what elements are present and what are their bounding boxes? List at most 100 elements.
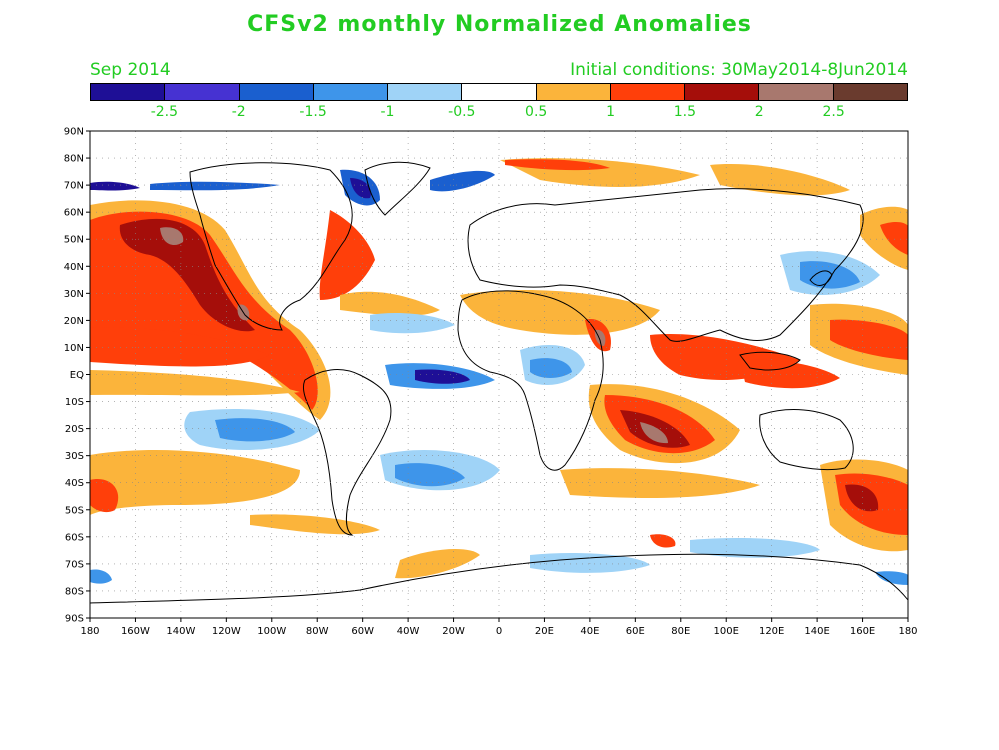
- longitude-label: 60E: [626, 626, 645, 637]
- color-swatch: [536, 84, 611, 100]
- latitude-label: 40N: [64, 262, 84, 273]
- anomaly-region: [710, 164, 850, 196]
- anomaly-region: [415, 369, 470, 384]
- color-scale-label: 1: [606, 104, 615, 120]
- anomaly-region: [319, 210, 375, 300]
- anomaly-region: [90, 450, 300, 515]
- color-swatch: [759, 84, 834, 100]
- map-title: CFSv2 monthly Normalized Anomalies: [247, 12, 752, 37]
- color-scale-label: -1: [380, 104, 395, 120]
- anomaly-region: [119, 218, 255, 332]
- anomaly-field: [90, 158, 908, 585]
- latitude-label: 10N: [64, 343, 84, 354]
- latitude-label: 80S: [65, 586, 84, 597]
- color-swatch: [239, 84, 314, 100]
- anomaly-region: [460, 290, 660, 335]
- latitude-label: 10S: [65, 397, 84, 408]
- anomaly-region: [370, 313, 455, 334]
- latitude-label: 70S: [65, 559, 84, 570]
- longitude-label: 140W: [166, 626, 195, 637]
- longitude-label: 80E: [671, 626, 690, 637]
- anomaly-region: [830, 319, 908, 360]
- anomaly-region: [690, 538, 820, 558]
- color-swatch: [833, 84, 907, 100]
- longitude-label: 120W: [212, 626, 241, 637]
- color-scale-label: -2: [231, 104, 246, 120]
- anomaly-region: [880, 222, 908, 255]
- latitude-label: 50S: [65, 505, 84, 516]
- longitude-label: 140E: [804, 626, 829, 637]
- latitude-label: 70N: [64, 181, 84, 192]
- longitude-label: 60W: [351, 626, 374, 637]
- color-scale-label: -2.5: [150, 104, 179, 120]
- latitude-label: 30N: [64, 289, 84, 300]
- anomaly-region: [395, 548, 480, 579]
- anomaly-region: [150, 181, 280, 191]
- anomaly-region: [160, 227, 184, 246]
- latitude-label: 60N: [64, 208, 84, 219]
- anomaly-region: [800, 261, 860, 289]
- color-swatch: [610, 84, 686, 100]
- latitude-label: 50N: [64, 235, 84, 246]
- latitude-label: 90S: [65, 614, 84, 625]
- latitude-label: 80N: [64, 154, 84, 165]
- forecast-month: Sep 2014: [90, 60, 171, 80]
- anomaly-region: [875, 571, 908, 585]
- axis-ticks: [86, 130, 909, 622]
- color-scale-label: -0.5: [448, 104, 476, 120]
- color-scale-bar: [90, 83, 908, 101]
- anomaly-region: [845, 484, 879, 512]
- color-scale-label: 0.5: [525, 104, 548, 120]
- grid-lines: [90, 131, 908, 618]
- anomaly-region: [395, 463, 465, 487]
- latitude-label: 90N: [64, 127, 84, 138]
- longitude-label: 40W: [397, 626, 420, 637]
- anomaly-region: [250, 514, 380, 535]
- color-swatch: [685, 84, 760, 100]
- latitude-label: 40S: [65, 478, 84, 489]
- anomaly-region: [90, 479, 119, 513]
- longitude-label: 100E: [714, 626, 739, 637]
- color-swatch: [313, 84, 389, 100]
- longitude-label: 160W: [121, 626, 150, 637]
- longitude-label: 160E: [850, 626, 875, 637]
- anomaly-region: [90, 181, 140, 191]
- longitude-label: 180: [80, 626, 99, 637]
- latitude-label: EQ: [70, 370, 84, 381]
- longitude-label: 20W: [442, 626, 465, 637]
- anomaly-region: [215, 418, 295, 442]
- anomaly-region: [350, 178, 371, 199]
- anomaly-region: [530, 553, 650, 573]
- longitude-label: 20E: [535, 626, 554, 637]
- longitude-label: 120E: [759, 626, 784, 637]
- longitude-label: 0: [496, 626, 502, 637]
- anomaly-region: [560, 468, 760, 498]
- color-swatch: [165, 84, 240, 100]
- anomaly-region: [90, 211, 318, 410]
- anomaly-region: [90, 569, 112, 584]
- initial-conditions: Initial conditions: 30May2014-8Jun2014: [570, 60, 908, 80]
- longitude-label: 80W: [306, 626, 329, 637]
- anomaly-region: [340, 291, 440, 316]
- longitude-label: 40E: [580, 626, 599, 637]
- color-swatch: [462, 84, 537, 100]
- latitude-label: 20S: [65, 424, 84, 435]
- color-swatch: [91, 84, 166, 100]
- latitude-label: 30S: [65, 451, 84, 462]
- latitude-labels: 90N 80N 70N 60N 50N 40N 30N 20N 10N EQ 10S 20S 30S 40…: [64, 127, 84, 625]
- color-scale-label: 2.5: [822, 104, 845, 120]
- color-swatch: [388, 84, 463, 100]
- color-scale-label: 2: [754, 104, 764, 120]
- longitude-label: 100W: [257, 626, 286, 637]
- anomaly-region: [90, 327, 270, 367]
- longitude-label: 180: [898, 626, 917, 637]
- anomaly-region: [640, 422, 668, 444]
- longitude-labels: 180 160W 140W 120W 100W 80W 60W 40W 20W 0 20E 40E 60…: [80, 626, 917, 637]
- color-scale-label: 1.5: [673, 104, 697, 120]
- latitude-label: 60S: [65, 532, 84, 543]
- anomaly-region: [740, 359, 840, 389]
- color-scale-label: -1.5: [299, 104, 327, 120]
- anomaly-region: [505, 159, 610, 171]
- coastlines: [90, 161, 908, 604]
